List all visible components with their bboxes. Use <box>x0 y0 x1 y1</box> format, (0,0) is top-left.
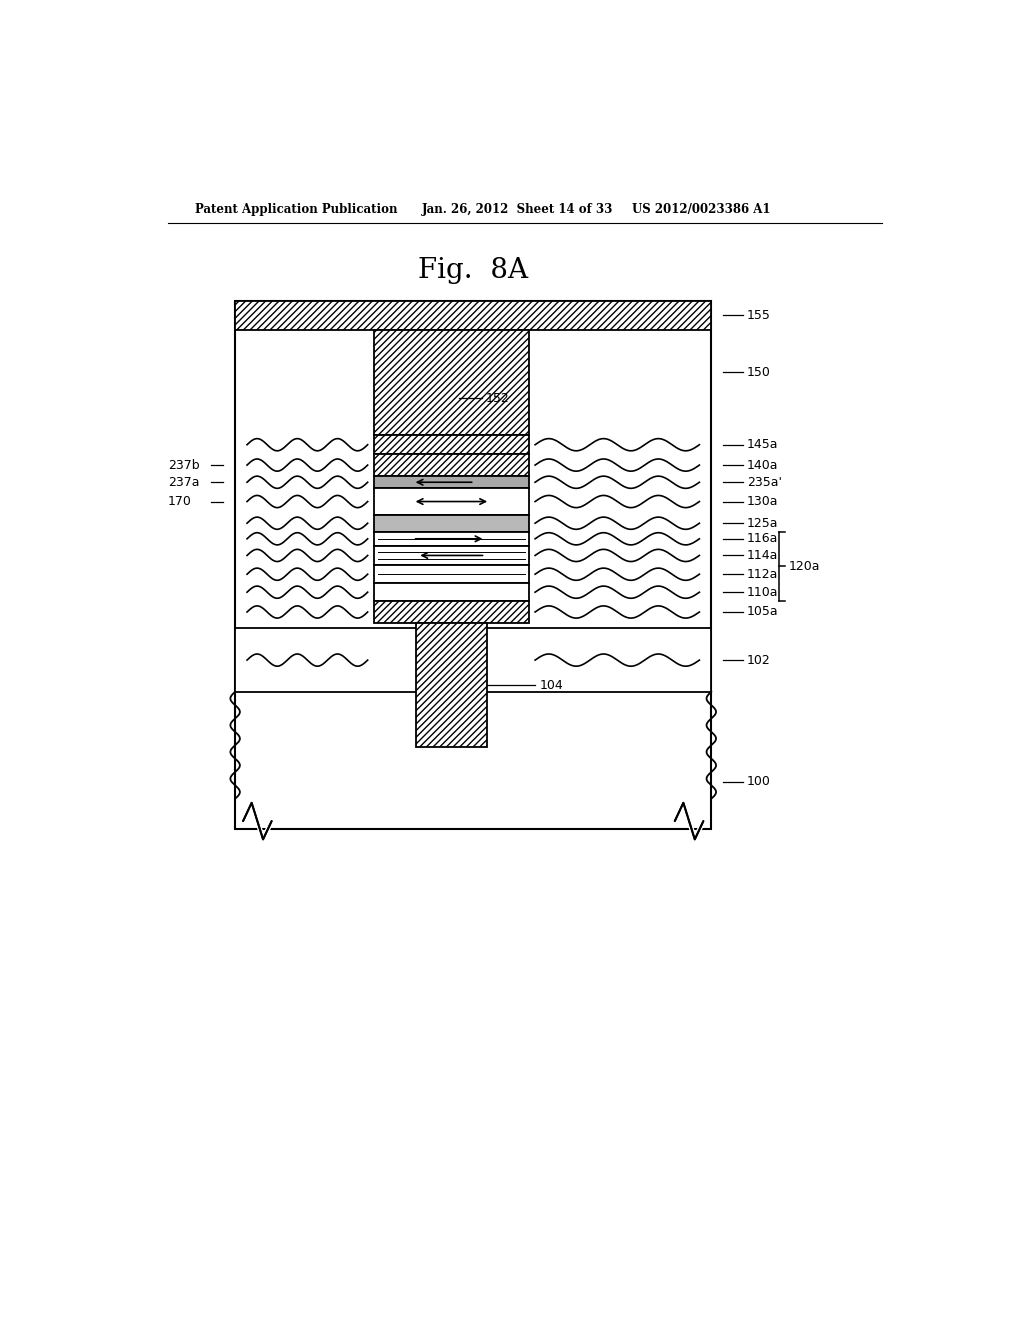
Bar <box>374 515 528 532</box>
Text: Patent Application Publication: Patent Application Publication <box>196 203 398 215</box>
Text: 116a: 116a <box>748 532 778 545</box>
Text: 140a: 140a <box>748 458 778 471</box>
Text: 155: 155 <box>748 309 771 322</box>
Text: 150: 150 <box>748 366 771 379</box>
Bar <box>416 623 487 747</box>
Bar <box>374 330 528 436</box>
Bar <box>374 454 528 477</box>
Text: 152: 152 <box>485 392 509 405</box>
Bar <box>374 583 528 601</box>
Text: 237a: 237a <box>168 475 200 488</box>
Text: 170: 170 <box>168 495 191 508</box>
Text: 145a: 145a <box>748 438 778 451</box>
Text: 100: 100 <box>748 775 771 788</box>
Text: 130a: 130a <box>748 495 778 508</box>
Bar <box>374 546 528 565</box>
Bar <box>236 301 712 829</box>
Bar <box>374 436 528 454</box>
Bar <box>374 565 528 583</box>
Bar <box>374 532 528 546</box>
Text: 120a: 120a <box>790 560 820 573</box>
Text: 114a: 114a <box>748 549 778 562</box>
Bar <box>374 601 528 623</box>
Bar <box>236 301 712 330</box>
Text: Jan. 26, 2012  Sheet 14 of 33: Jan. 26, 2012 Sheet 14 of 33 <box>422 203 613 215</box>
Text: US 2012/0023386 A1: US 2012/0023386 A1 <box>632 203 770 215</box>
Bar <box>374 477 528 488</box>
Text: 112a: 112a <box>748 568 778 581</box>
Text: 105a: 105a <box>748 606 778 619</box>
Bar <box>236 628 712 692</box>
Text: 110a: 110a <box>748 586 778 599</box>
Text: 237b: 237b <box>168 458 200 471</box>
Text: 125a: 125a <box>748 516 778 529</box>
Text: Fig.  8A: Fig. 8A <box>418 256 528 284</box>
Text: 235a': 235a' <box>748 475 782 488</box>
Bar <box>374 488 528 515</box>
Text: 104: 104 <box>540 678 564 692</box>
Text: 102: 102 <box>748 653 771 667</box>
